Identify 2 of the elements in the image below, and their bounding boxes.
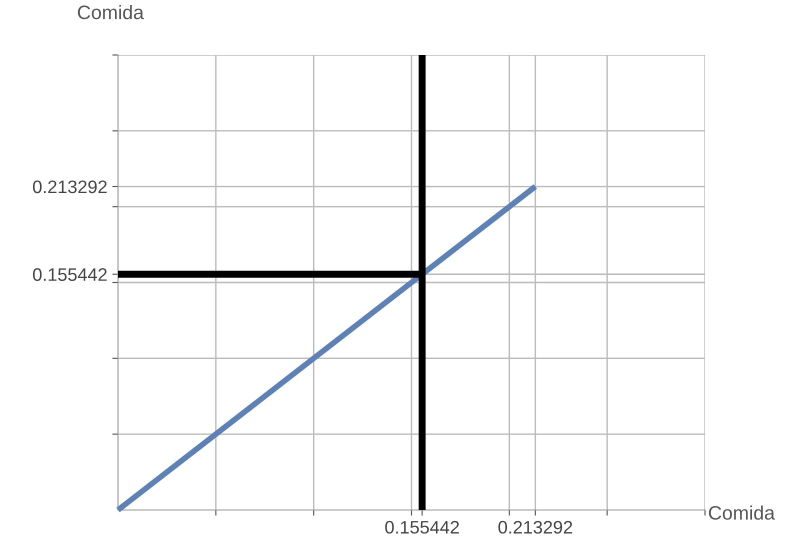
y-axis-title: Comida <box>78 4 144 20</box>
x-axis-title: Comida <box>708 505 775 520</box>
